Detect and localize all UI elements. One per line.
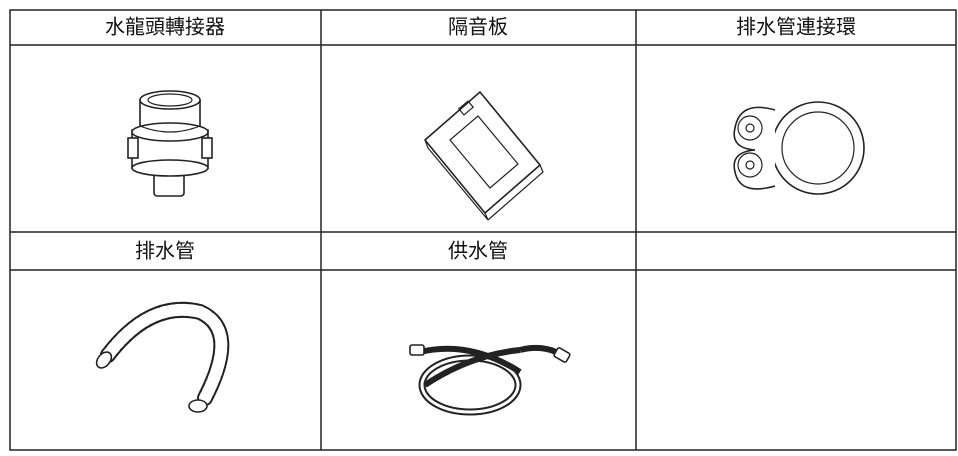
item-label: 水龍頭轉接器 <box>105 15 225 39</box>
faucet-adapter-illustration <box>127 90 213 197</box>
table-border <box>9 9 957 451</box>
item-label: 排水管連接環 <box>736 15 856 39</box>
sound-board-illustration <box>423 90 544 221</box>
drain-ring-illustration <box>733 101 865 195</box>
item-label: 隔音板 <box>448 15 508 39</box>
drain-hose-illustration <box>95 301 230 413</box>
item-label: 排水管 <box>135 239 195 263</box>
item-label: 供水管 <box>448 239 508 263</box>
supply-hose-illustration <box>409 344 571 416</box>
table-grid <box>9 9 957 451</box>
